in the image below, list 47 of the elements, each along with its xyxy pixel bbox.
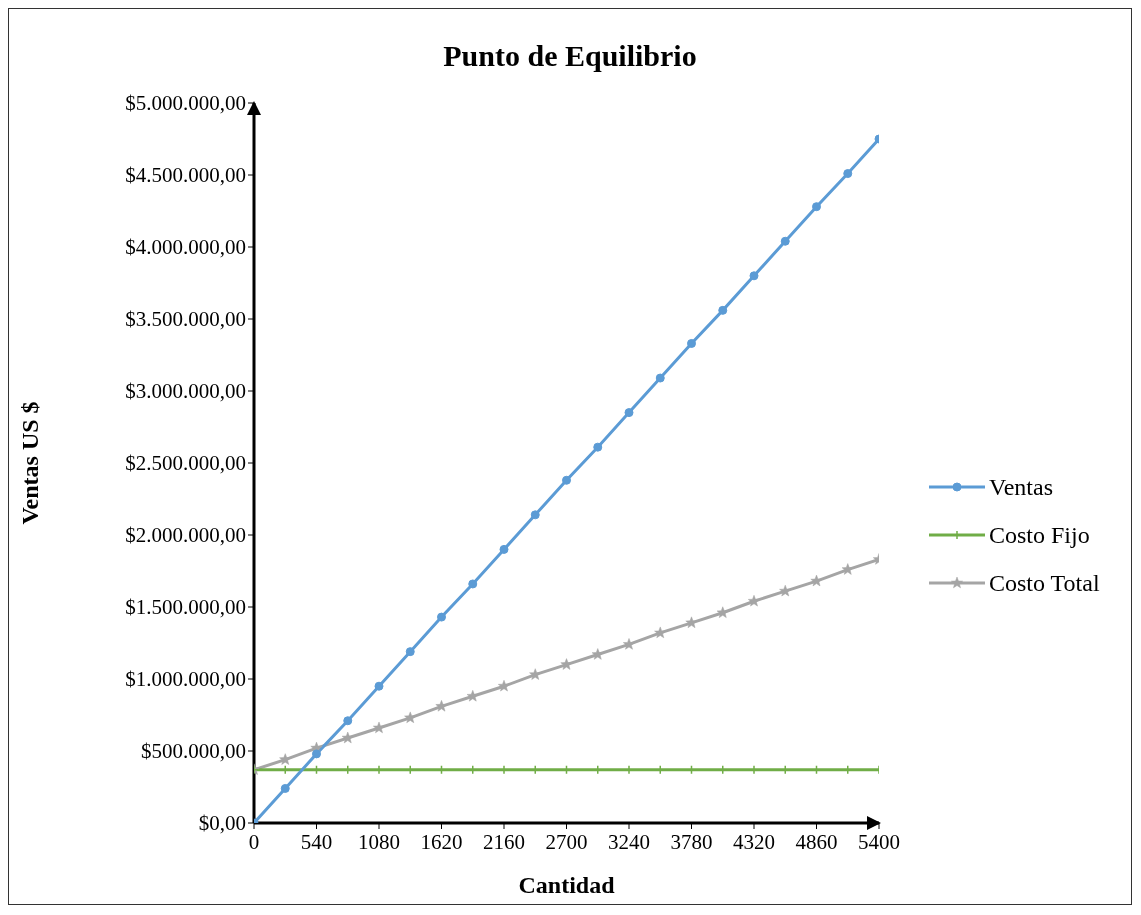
x-tick-label: 1620 [420, 830, 463, 854]
point [343, 716, 353, 726]
x-axis-title: Cantidad [518, 872, 616, 898]
x-tick-label: 0 [248, 830, 260, 854]
y-tick-label: $4.500.000,00 [125, 163, 246, 188]
point [812, 202, 821, 212]
x-tick-label: 540 [300, 830, 333, 854]
point [437, 612, 446, 622]
x-tick-label: 3240 [608, 830, 650, 854]
x-tick-label: 2700 [545, 830, 588, 854]
y-tick-label: $5.000.000,00 [125, 91, 246, 116]
point [499, 544, 509, 554]
y-tick-label: $0,00 [198, 811, 246, 836]
legend-label: Costo Fijo [989, 521, 1090, 549]
point [687, 338, 696, 348]
y-tick-label: $3.500.000,00 [125, 307, 246, 332]
y-tick-label: $1.000.000,00 [125, 667, 246, 692]
point [843, 169, 853, 179]
point [468, 579, 478, 589]
point [749, 271, 759, 281]
y-axis-title: Ventas US $ [16, 401, 43, 525]
y-tick-label: $500.000,00 [141, 739, 246, 764]
point [593, 442, 603, 452]
x-tick-label: 4860 [795, 830, 838, 854]
point [405, 647, 415, 657]
point [655, 373, 665, 383]
x-tick-label: 1080 [358, 830, 400, 854]
x-tick-label: 3780 [670, 830, 713, 854]
point [280, 783, 290, 793]
y-tick-label: $4.000.000,00 [125, 235, 246, 260]
chart-title: Punto de Equilibrio [442, 39, 698, 73]
x-tick-label: 4320 [733, 830, 775, 854]
y-tick-label: $3.000.000,00 [125, 379, 246, 404]
y-tick-label: $1.500.000,00 [125, 595, 246, 620]
point [530, 510, 540, 520]
legend-label: Ventas [989, 473, 1053, 501]
point [562, 475, 571, 485]
point [624, 408, 634, 418]
point [780, 236, 790, 246]
x-tick-label: 2160 [483, 830, 525, 854]
point [312, 749, 321, 759]
point [718, 305, 728, 315]
legend-label: Costo Total [989, 569, 1100, 597]
point [374, 681, 384, 691]
y-tick-label: $2.500.000,00 [125, 451, 246, 476]
y-tick-label: $2.000.000,00 [125, 523, 246, 548]
x-tick-label: 5400 [858, 830, 900, 854]
